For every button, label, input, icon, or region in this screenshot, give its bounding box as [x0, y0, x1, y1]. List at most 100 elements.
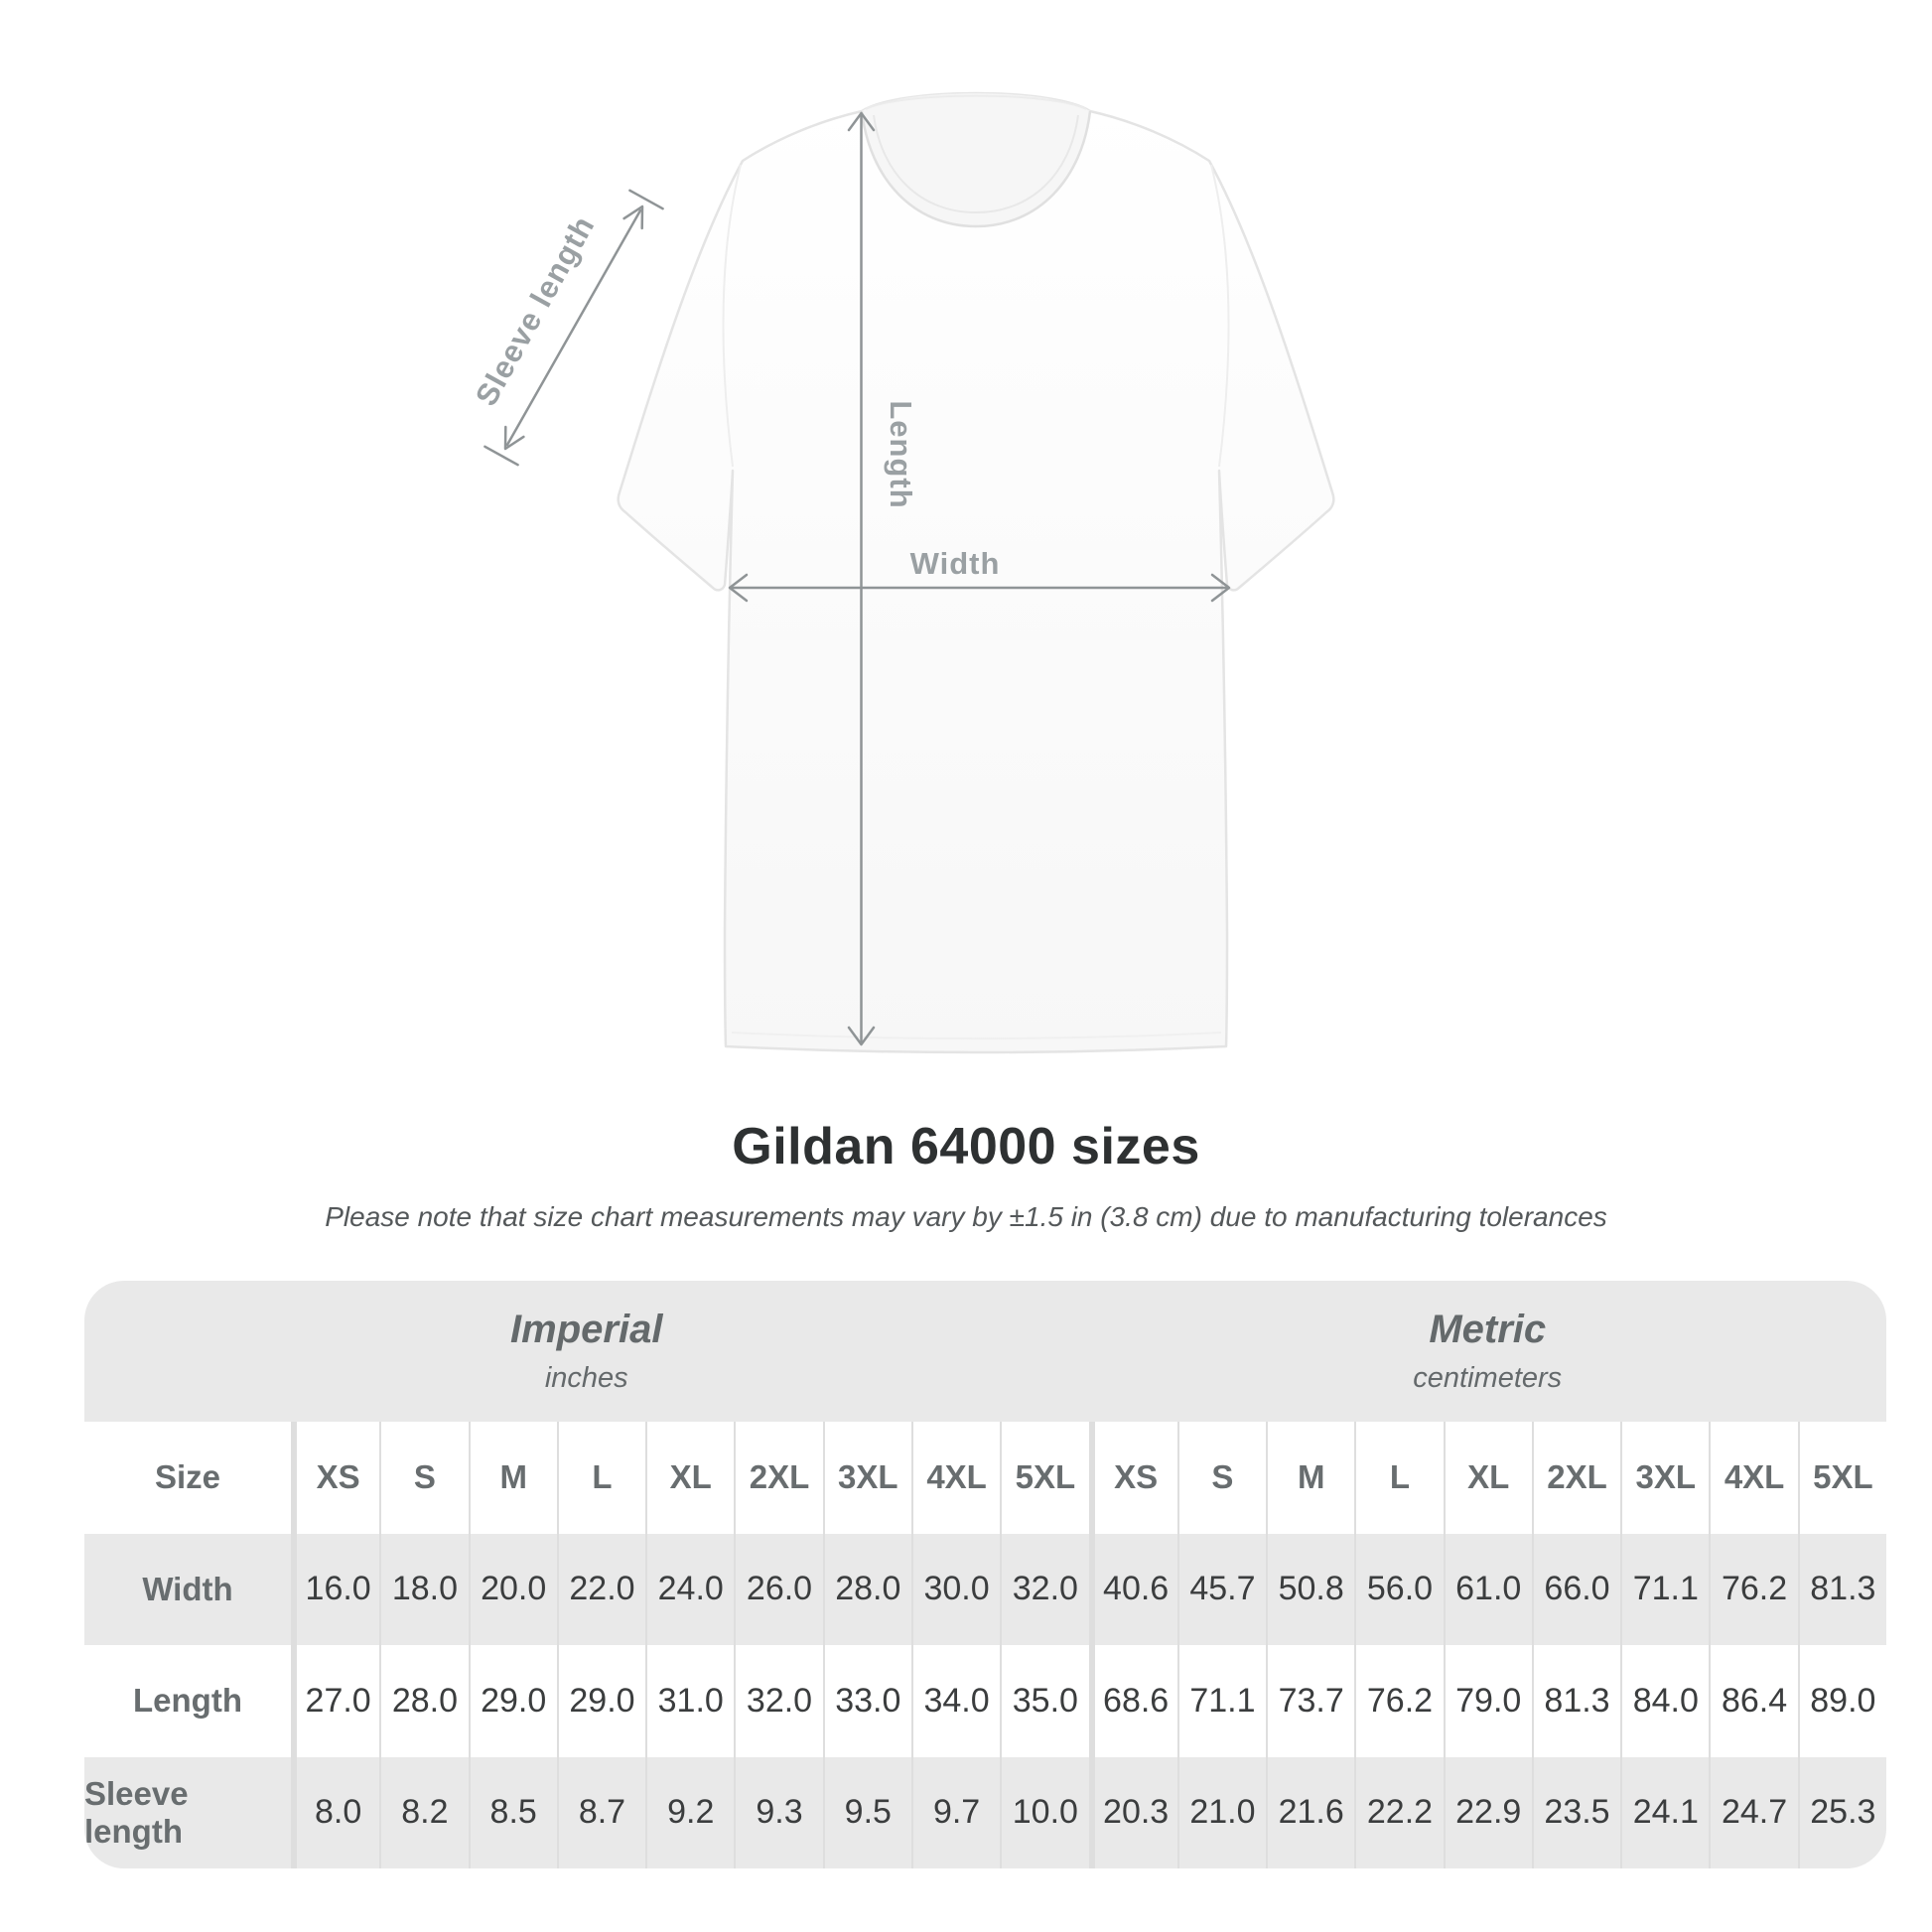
length-imperial-5xl: 35.0: [1000, 1645, 1089, 1757]
size-header-imperial-4xl: 4XL: [910, 1422, 1001, 1534]
sleeve-end-tick-bottom: [483, 445, 519, 467]
metric-header: Metric centimeters: [1089, 1281, 1887, 1422]
collar-outer-seam: [860, 110, 1092, 228]
sleeve-metric-l: 22.2: [1354, 1756, 1443, 1868]
imperial-units: inches: [544, 1362, 628, 1394]
sleeve-metric-4xl: 24.7: [1709, 1756, 1797, 1868]
sleeve-length-label: Sleeve length: [469, 209, 602, 411]
size-header-imperial-s: S: [379, 1422, 469, 1534]
sleeve-imperial-5xl: 10.0: [1000, 1756, 1088, 1868]
sleeve-imperial-s: 8.2: [379, 1756, 468, 1868]
size-header-metric-xs: XS: [1088, 1422, 1177, 1534]
length-measurement: Length: [847, 111, 918, 1046]
length-arrow-down-icon: [847, 1026, 876, 1046]
right-armhole-seam: [1210, 164, 1230, 468]
left-armhole-seam: [722, 164, 742, 468]
width-imperial-5xl: 32.0: [1000, 1533, 1088, 1645]
sleeve-metric-s: 21.0: [1176, 1756, 1266, 1868]
length-imperial-m: 29.0: [468, 1645, 557, 1757]
width-measurement: Width: [728, 546, 1231, 603]
width-imperial-l: 22.0: [556, 1533, 645, 1645]
length-imperial-l: 29.0: [556, 1645, 646, 1757]
size-header-imperial-l: L: [556, 1422, 646, 1534]
sleeve-length-measurement: Sleeve length: [469, 189, 664, 467]
length-imperial-xl: 31.0: [645, 1645, 735, 1757]
width-imperial-m: 20.0: [468, 1533, 557, 1645]
metric-units: centimeters: [1413, 1362, 1563, 1394]
sleeve-imperial-l: 8.7: [556, 1756, 645, 1868]
sleeve-imperial-xs: 8.0: [291, 1756, 379, 1868]
length-metric-2xl: 81.3: [1531, 1645, 1621, 1757]
length-metric-l: 76.2: [1354, 1645, 1444, 1757]
sleeve-imperial-xl: 9.2: [645, 1756, 734, 1868]
size-header-metric-m: M: [1266, 1422, 1355, 1534]
width-metric-s: 45.7: [1176, 1533, 1266, 1645]
row-label-sleeve-length: Sleeve length: [84, 1774, 189, 1850]
length-metric-xs: 68.6: [1088, 1645, 1177, 1757]
metric-title: Metric: [1429, 1308, 1547, 1351]
sleeve-imperial-2xl: 9.3: [734, 1756, 822, 1868]
imperial-title: Imperial: [510, 1308, 663, 1351]
length-imperial-3xl: 33.0: [822, 1645, 911, 1757]
length-metric-3xl: 84.0: [1620, 1645, 1710, 1757]
sleeve-imperial-m: 8.5: [468, 1756, 557, 1868]
size-header-metric-s: S: [1176, 1422, 1267, 1534]
tshirt-illustration: [617, 91, 1335, 1054]
length-label: Length: [884, 400, 918, 508]
width-metric-5xl: 81.3: [1797, 1533, 1886, 1645]
imperial-header: Imperial inches: [84, 1281, 1089, 1422]
width-metric-xs: 40.6: [1088, 1533, 1177, 1645]
row-label-length: Length: [84, 1645, 291, 1757]
size-header-imperial-xl: XL: [645, 1422, 735, 1534]
width-metric-l: 56.0: [1354, 1533, 1443, 1645]
sleeve-arrow-top-icon: [622, 205, 644, 230]
width-imperial-2xl: 26.0: [734, 1533, 822, 1645]
width-imperial-xs: 16.0: [291, 1533, 379, 1645]
size-col-header: Size: [84, 1422, 291, 1534]
size-header-imperial-m: M: [468, 1422, 557, 1534]
width-metric-xl: 61.0: [1443, 1533, 1532, 1645]
width-arrow-left-icon: [728, 573, 749, 603]
length-arrow-up-icon: [847, 111, 876, 132]
shirt-diagram-svg: Length Width Sleeve length: [469, 91, 1335, 1054]
page-title: Gildan 64000 sizes: [732, 1118, 1200, 1175]
length-imperial-2xl: 32.0: [734, 1645, 823, 1757]
sleeve-end-tick-top: [628, 189, 664, 210]
neck-opening: [862, 93, 1090, 226]
width-label: Width: [910, 546, 1001, 581]
size-header-imperial-xs: XS: [291, 1422, 380, 1534]
size-header-imperial-2xl: 2XL: [734, 1422, 823, 1534]
width-metric-3xl: 71.1: [1620, 1533, 1709, 1645]
sleeve-metric-m: 21.6: [1266, 1756, 1354, 1868]
length-imperial-s: 28.0: [379, 1645, 469, 1757]
sleeve-arrow-bottom-icon: [503, 425, 525, 451]
length-metric-s: 71.1: [1176, 1645, 1267, 1757]
length-metric-m: 73.7: [1266, 1645, 1355, 1757]
width-imperial-xl: 24.0: [645, 1533, 734, 1645]
sleeve-metric-xl: 22.9: [1443, 1756, 1532, 1868]
size-header-metric-xl: XL: [1443, 1422, 1532, 1534]
size-table: Imperial inches Metric centimeters Size …: [84, 1281, 1886, 1868]
length-imperial-4xl: 34.0: [910, 1645, 1001, 1757]
sleeve-metric-3xl: 24.1: [1620, 1756, 1709, 1868]
tshirt-body: [617, 91, 1335, 1054]
size-table-panel: Imperial inches Metric centimeters Size …: [84, 1281, 1886, 1868]
size-header-metric-5xl: 5XL: [1797, 1422, 1886, 1534]
length-metric-4xl: 86.4: [1709, 1645, 1798, 1757]
length-imperial-xs: 27.0: [291, 1645, 380, 1757]
width-imperial-3xl: 28.0: [822, 1533, 911, 1645]
size-header-imperial-3xl: 3XL: [822, 1422, 911, 1534]
width-imperial-s: 18.0: [379, 1533, 468, 1645]
sleeve-length-line: [505, 208, 642, 447]
sleeve-metric-xs: 20.3: [1088, 1756, 1177, 1868]
sleeve-metric-5xl: 25.3: [1797, 1756, 1886, 1868]
sleeve-metric-2xl: 23.5: [1531, 1756, 1620, 1868]
width-metric-m: 50.8: [1266, 1533, 1354, 1645]
width-metric-2xl: 66.0: [1531, 1533, 1620, 1645]
back-neck-seam: [865, 94, 1087, 110]
width-arrow-right-icon: [1210, 573, 1231, 603]
size-header-metric-2xl: 2XL: [1531, 1422, 1621, 1534]
length-metric-xl: 79.0: [1443, 1645, 1532, 1757]
width-imperial-4xl: 30.0: [910, 1533, 1000, 1645]
